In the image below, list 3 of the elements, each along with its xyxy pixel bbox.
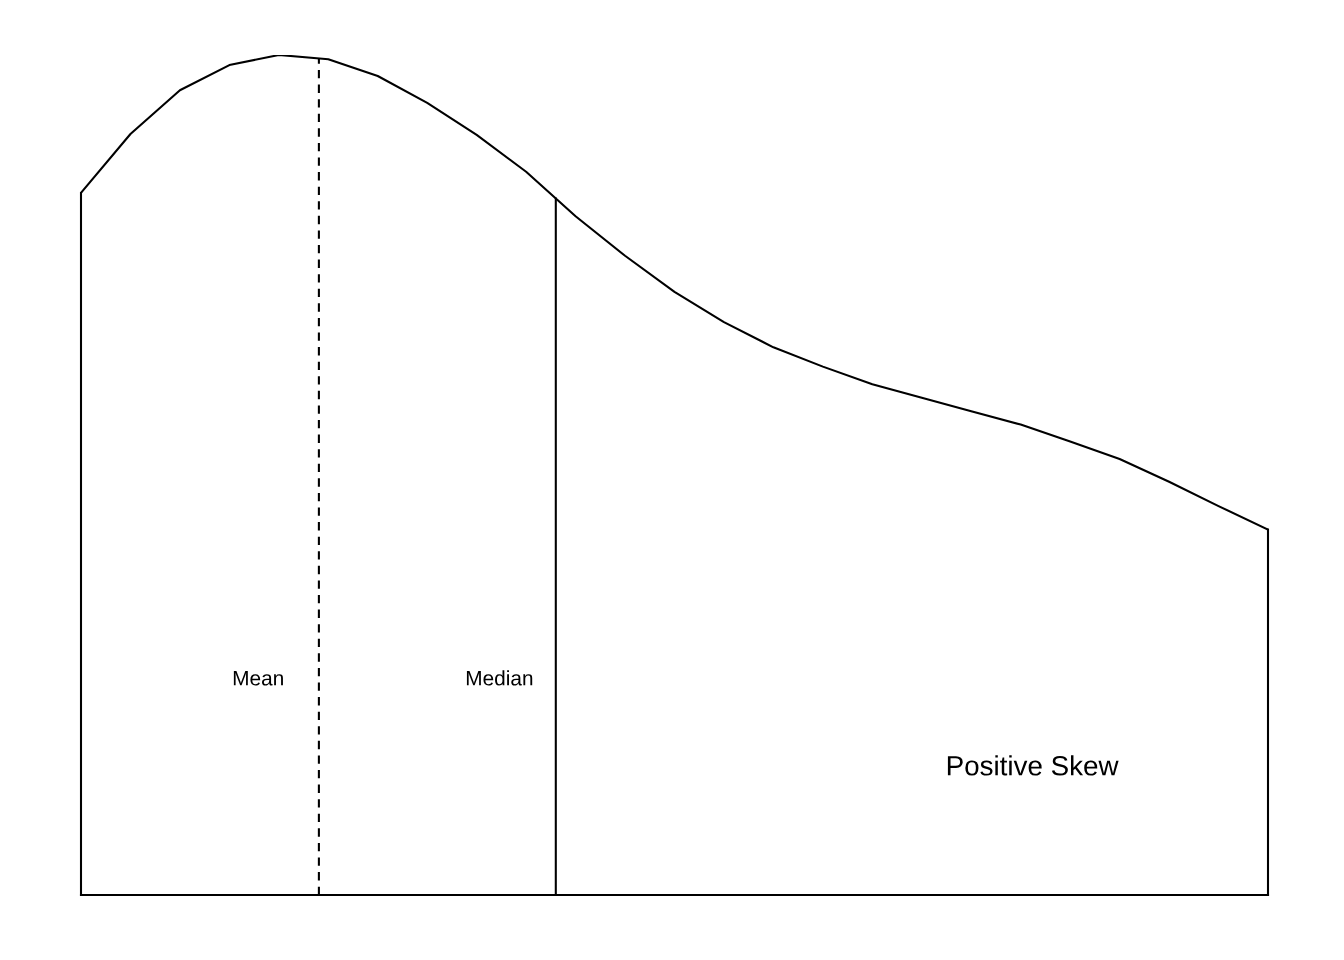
annotation: Positive Skew: [947, 755, 1119, 776]
annotation: Median: [466, 670, 533, 686]
annotation: Mean: [233, 671, 283, 686]
